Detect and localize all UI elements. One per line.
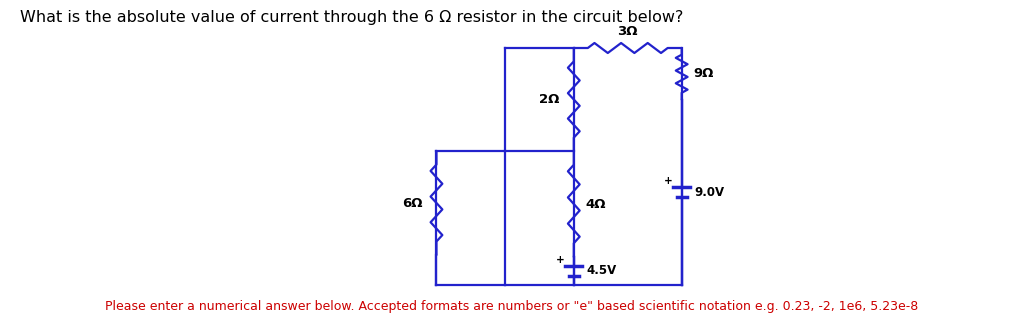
Text: 4.5V: 4.5V: [587, 265, 616, 277]
Text: 6Ω: 6Ω: [402, 196, 423, 210]
Text: +: +: [556, 255, 564, 265]
Text: Please enter a numerical answer below. Accepted formats are numbers or "e" based: Please enter a numerical answer below. A…: [105, 300, 919, 313]
Text: +: +: [664, 176, 673, 186]
Text: 9Ω: 9Ω: [693, 67, 714, 80]
Text: 9.0V: 9.0V: [694, 186, 725, 199]
Text: What is the absolute value of current through the 6 Ω resistor in the circuit be: What is the absolute value of current th…: [19, 10, 683, 25]
Text: 4Ω: 4Ω: [586, 197, 606, 211]
Text: 2Ω: 2Ω: [539, 93, 559, 106]
Text: 3Ω: 3Ω: [617, 25, 638, 38]
